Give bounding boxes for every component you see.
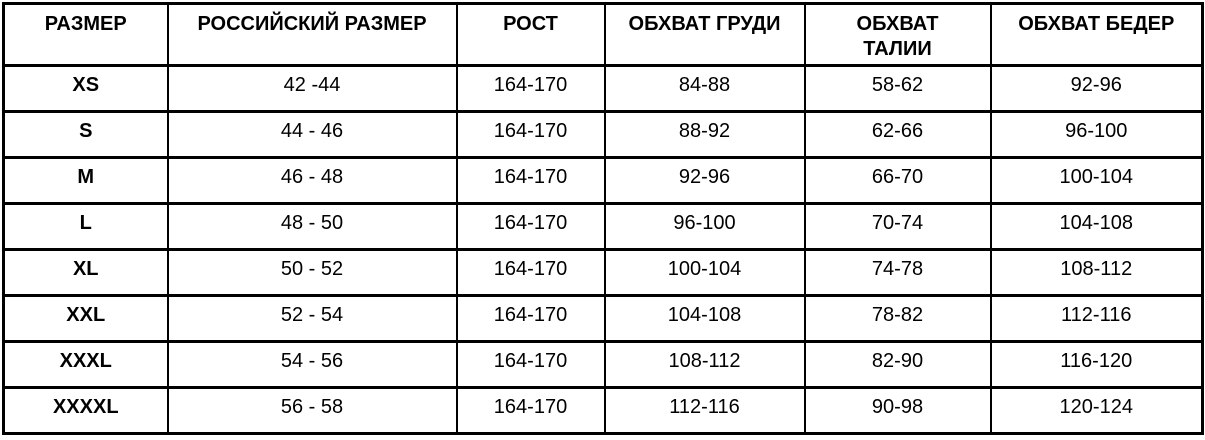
cell-chest: 92-96 [603,156,806,205]
size-row-l: L 48 - 50 164-170 96-100 70-74 104-108 [2,202,1204,251]
cell-size: XS [2,64,169,113]
cell-height: 164-170 [455,386,606,435]
cell-waist: 70-74 [803,202,992,251]
cell-size: XXXL [2,340,169,389]
cell-waist: 58-62 [803,64,992,113]
cell-hips: 116-120 [989,340,1204,389]
cell-size: XL [2,248,169,297]
cell-height: 164-170 [455,156,606,205]
cell-russian-size: 48 - 50 [166,202,458,251]
cell-waist: 74-78 [803,248,992,297]
cell-hips: 92-96 [989,64,1204,113]
cell-height: 164-170 [455,110,606,159]
cell-height: 164-170 [455,64,606,113]
cell-height: 164-170 [455,248,606,297]
cell-size: XXXXL [2,386,169,435]
cell-height: 164-170 [455,294,606,343]
cell-chest: 104-108 [603,294,806,343]
size-row-xxl: XXL 52 - 54 164-170 104-108 78-82 112-11… [2,294,1204,343]
cell-chest: 108-112 [603,340,806,389]
cell-hips: 108-112 [989,248,1204,297]
cell-height: 164-170 [455,202,606,251]
cell-chest: 100-104 [603,248,806,297]
size-row-xxxl: XXXL 54 - 56 164-170 108-112 82-90 116-1… [2,340,1204,389]
column-header-height: РОСТ [455,2,606,67]
cell-size: M [2,156,169,205]
cell-chest: 112-116 [603,386,806,435]
cell-hips: 112-116 [989,294,1204,343]
size-row-s: S 44 - 46 164-170 88-92 62-66 96-100 [2,110,1204,159]
cell-waist: 82-90 [803,340,992,389]
cell-russian-size: 46 - 48 [166,156,458,205]
column-header-waist-label: ОБХВАТ ТАЛИИ [856,13,939,60]
cell-hips: 104-108 [989,202,1204,251]
cell-height: 164-170 [455,340,606,389]
cell-size: XXL [2,294,169,343]
cell-russian-size: 56 - 58 [166,386,458,435]
cell-russian-size: 50 - 52 [166,248,458,297]
cell-waist: 62-66 [803,110,992,159]
cell-size: L [2,202,169,251]
cell-waist: 66-70 [803,156,992,205]
cell-hips: 96-100 [989,110,1204,159]
cell-russian-size: 54 - 56 [166,340,458,389]
cell-hips: 100-104 [989,156,1204,205]
column-header-hips: ОБХВАТ БЕДЕР [989,2,1204,67]
cell-russian-size: 42 -44 [166,64,458,113]
cell-waist: 90-98 [803,386,992,435]
size-row-m: M 46 - 48 164-170 92-96 66-70 100-104 [2,156,1204,205]
size-row-xs: XS 42 -44 164-170 84-88 58-62 92-96 [2,64,1204,113]
column-header-chest: ОБХВАТ ГРУДИ [603,2,806,67]
header-row: РАЗМЕР РОССИЙСКИЙ РАЗМЕР РОСТ ОБХВАТ ГРУ… [2,2,1204,67]
cell-hips: 120-124 [989,386,1204,435]
column-header-waist: ОБХВАТ ТАЛИИ [803,2,992,67]
cell-waist: 78-82 [803,294,992,343]
cell-chest: 88-92 [603,110,806,159]
cell-size: S [2,110,169,159]
cell-chest: 84-88 [603,64,806,113]
column-header-russian-size: РОССИЙСКИЙ РАЗМЕР [166,2,458,67]
size-row-xxxxl: XXXXL 56 - 58 164-170 112-116 90-98 120-… [2,386,1204,435]
size-row-xl: XL 50 - 52 164-170 100-104 74-78 108-112 [2,248,1204,297]
cell-russian-size: 44 - 46 [166,110,458,159]
column-header-size: РАЗМЕР [2,2,169,67]
cell-chest: 96-100 [603,202,806,251]
cell-russian-size: 52 - 54 [166,294,458,343]
